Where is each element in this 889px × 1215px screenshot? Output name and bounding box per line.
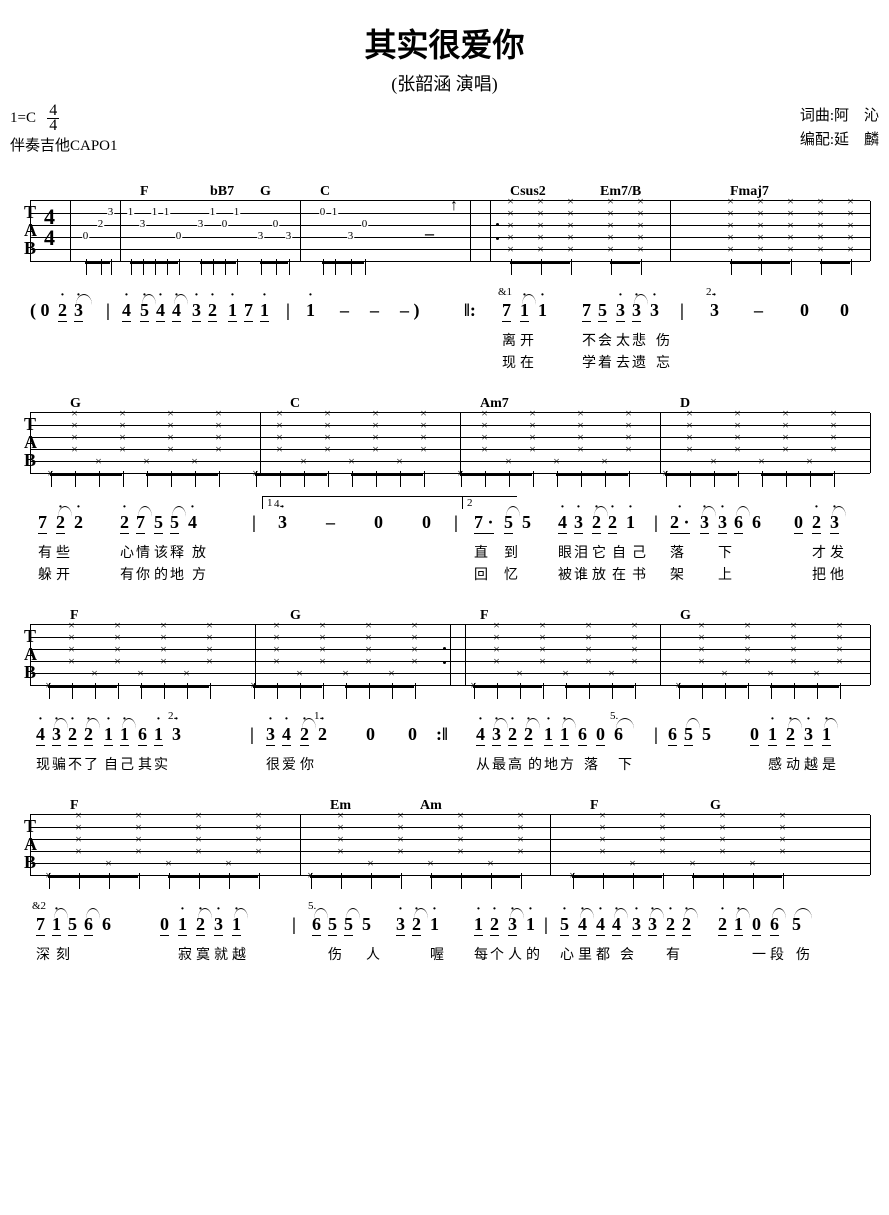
chord-label: C [290, 396, 300, 412]
chord-label: Am [420, 798, 442, 814]
lyric-row: 有些心情该释放直到眼泪它自己落下才发 [30, 542, 870, 560]
chord-row: GCAm7D [30, 396, 870, 412]
chord-label: F [590, 798, 599, 814]
system-3: FGFGTAB×××××××××××××××××××××××××××××××××… [10, 608, 879, 772]
music-systems: FbB7GCCsus2Em7/BFmaj7TAB4402313110310130… [10, 184, 879, 962]
chord-label: G [290, 608, 301, 624]
lyric-row: 现在学着去遗忘 [30, 352, 870, 370]
chord-label: C [320, 184, 330, 200]
lyric-row: 躲开有你的地方回忆被谁放在书架上把他 [30, 564, 870, 582]
tab-staff: TAB×××××××××××××××××××××××××××××××××××××… [30, 624, 870, 686]
capo-note: 伴奏吉他CAPO1 [10, 138, 118, 154]
meta-row: 1=C 4 4 伴奏吉他CAPO1 词曲:阿 沁 编配:延 麟 [10, 104, 879, 158]
song-title: 其实很爱你 [10, 20, 879, 66]
system-4: FEmAmFGTAB××××××××××××××××××××××××××××××… [10, 798, 879, 962]
title-block: 其实很爱你 (张韶涵 演唱) [10, 20, 879, 96]
meta-left: 1=C 4 4 伴奏吉他CAPO1 [10, 104, 118, 158]
chord-label: G [680, 608, 691, 624]
lyric-row: 离开不会太悲伤 [30, 330, 870, 348]
numbered-notation-row: 432211613|342200:‖432211606|655012312.1.… [30, 724, 870, 750]
tab-staff: TAB×××××××××××××××××××××××××××××××××××××… [30, 412, 870, 474]
numbered-notation-row: 72227554|3–00|7 ·5543221|2 ·33660234. [30, 512, 870, 538]
credit-lyrics: 词曲:阿 沁 [800, 108, 879, 124]
chord-label: bB7 [210, 184, 234, 200]
lyric-row: 深刻寂寞就越伤人喔每个人的心里都会有一段伤 [30, 944, 870, 962]
chord-label: G [260, 184, 271, 200]
meta-right: 词曲:阿 沁 编配:延 麟 [800, 104, 879, 158]
lyric-row: 现骗不了自己其实很爱你从最高的地方落下感动越是 [30, 754, 870, 772]
numbered-notation-row: 7156601231|65553211231|5444332221065&25. [30, 914, 870, 940]
chord-label: F [480, 608, 489, 624]
tab-staff: TAB×××××××××××××××××××××××××××××××××××××… [30, 814, 870, 876]
tab-staff: TAB440231311031013030130–↑××××××××××××××… [30, 200, 870, 262]
chord-label: F [140, 184, 149, 200]
song-subtitle: (张韶涵 演唱) [10, 70, 879, 96]
numbered-notation-row: ( 023|454432171|1––– )‖:71175333|3–00&12… [30, 300, 870, 326]
system-2: GCAm7DTAB×××××××××××××××××××××××××××××××… [10, 396, 879, 582]
chord-row: FEmAmFG [30, 798, 870, 814]
system-1: FbB7GCCsus2Em7/BFmaj7TAB4402313110310130… [10, 184, 879, 370]
key-signature: 1=C 4 4 [10, 110, 59, 126]
credit-arrange: 编配:延 麟 [800, 132, 879, 148]
